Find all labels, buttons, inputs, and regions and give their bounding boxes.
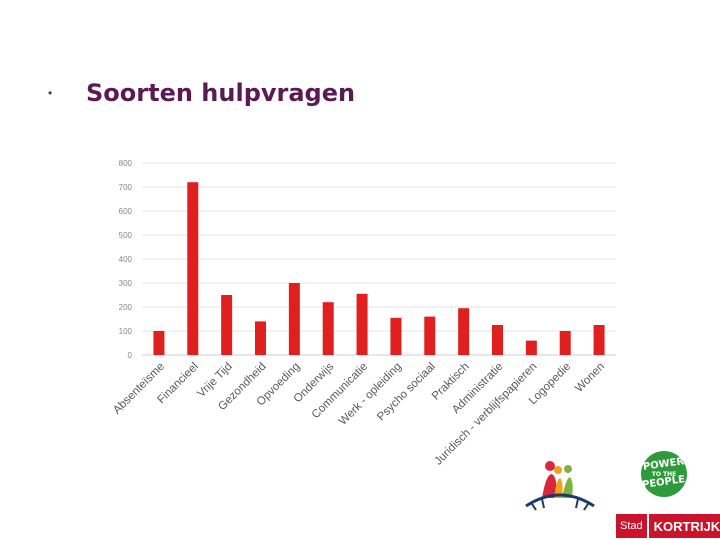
bar [221,295,233,355]
y-tick-label: 800 [119,159,133,168]
kortrijk-name-label: KORTRIJK [648,514,720,538]
bar [187,182,199,355]
bar [255,321,266,355]
page-title: Soorten hulpvragen [86,79,356,107]
x-tick-label: Absenteïsme [111,361,167,417]
y-tick-label: 100 [119,327,133,336]
bar [288,283,300,355]
people-bridge-logo [525,461,595,511]
gridlines [142,162,616,356]
bar [322,302,334,355]
bar [153,331,165,355]
bars [153,182,605,355]
bar [492,325,503,355]
bar [559,331,571,355]
kortrijk-stad-label: Stad [616,514,647,538]
y-tick-label: 500 [119,231,133,240]
y-tick-label: 200 [119,303,133,312]
bar [424,316,436,355]
bullet: • [48,86,53,100]
bar [458,308,470,355]
y-tick-label: 400 [119,255,133,264]
y-tick-label: 600 [119,207,133,216]
y-axis-ticks: 0 100 200 300 400 500 600 700 800 [119,159,133,360]
bar [390,317,402,355]
power-to-the-people-logo: POWER TO THE PEOPLE [641,451,687,497]
bar [525,340,537,355]
bar [356,293,368,355]
y-tick-label: 700 [119,183,133,192]
y-tick-label: 0 [128,351,133,360]
x-tick-label: Psycho sociaal [375,361,438,424]
stad-kortrijk-logo: Stad KORTRIJK [616,514,720,538]
bar [593,325,605,355]
x-tick-label: Wonen [573,361,607,395]
y-tick-label: 300 [119,279,133,288]
x-tick-label: Werk - opleiding [337,361,404,428]
slide-title: • Soorten hulpvragen [48,76,355,110]
to-the-text: TO THE [652,471,677,478]
